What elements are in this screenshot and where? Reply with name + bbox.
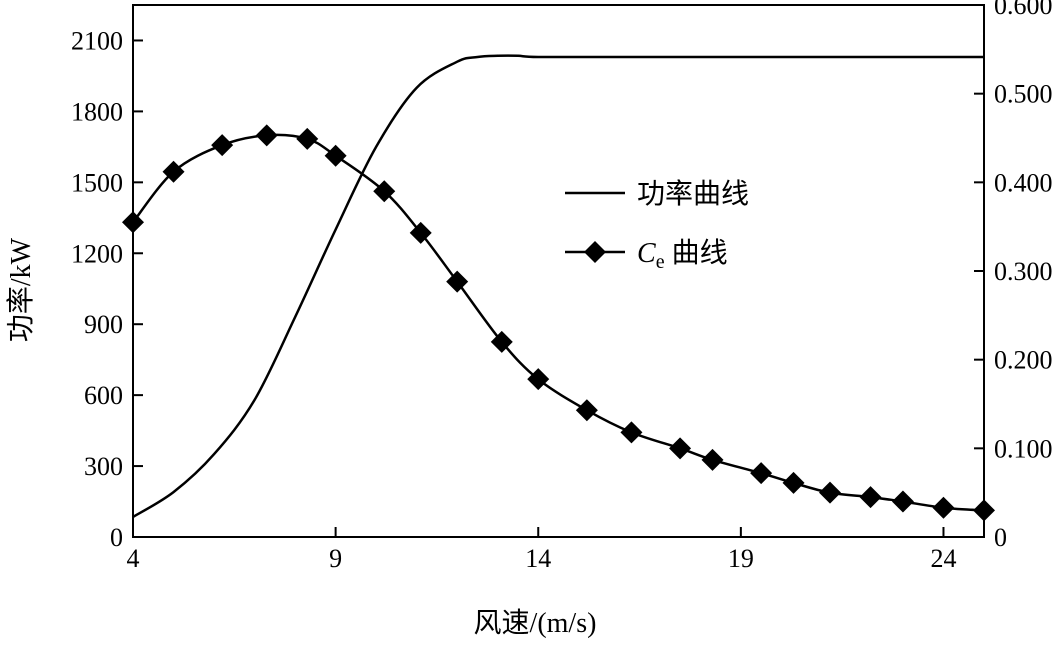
ce-curve-point bbox=[669, 437, 692, 460]
ce-curve-point bbox=[409, 221, 432, 244]
legend-ce-label: Ce 曲线 bbox=[637, 237, 728, 273]
x-tick-label: 4 bbox=[127, 544, 140, 573]
ce-curve-point bbox=[527, 368, 550, 391]
y-left-tick-label: 2100 bbox=[71, 26, 123, 55]
ce-curve-point bbox=[211, 134, 234, 157]
power-curve-line bbox=[132, 54, 984, 518]
ce-curve-point bbox=[932, 496, 955, 519]
ce-curve-point bbox=[819, 481, 842, 504]
y-axis-title: 功率/kW bbox=[5, 237, 37, 342]
y-left-tick-label: 300 bbox=[84, 452, 123, 481]
ce-curve-point bbox=[701, 448, 724, 471]
ce-curve-point bbox=[122, 211, 144, 234]
ce-curve-point bbox=[575, 399, 598, 422]
ce-curve-point bbox=[891, 490, 914, 513]
ce-curve-point bbox=[446, 270, 469, 293]
series bbox=[122, 54, 995, 522]
plot-frame bbox=[132, 4, 985, 538]
ce-curve-point bbox=[162, 160, 185, 183]
ce-curve-point bbox=[255, 124, 278, 147]
y-left-tick-label: 1800 bbox=[71, 97, 123, 126]
axes bbox=[132, 4, 985, 538]
legend-power-label: 功率曲线 bbox=[637, 178, 749, 210]
y-right-tick-label: 0.600 bbox=[994, 0, 1053, 20]
y-right-tick-label: 0.500 bbox=[994, 80, 1053, 109]
y-right-tick-label: 0 bbox=[994, 523, 1007, 552]
ce-curve-point bbox=[750, 462, 773, 485]
ce-curve-point bbox=[859, 486, 882, 509]
y-left-tick-label: 900 bbox=[84, 310, 123, 339]
legend: 功率曲线 Ce 曲线 bbox=[565, 178, 749, 273]
x-tick-label: 9 bbox=[329, 544, 342, 573]
y-right-tick-label: 0.200 bbox=[994, 346, 1053, 375]
y-left-tick-label: 600 bbox=[84, 381, 123, 410]
x-tick-label: 14 bbox=[525, 544, 551, 573]
x-tick-label: 19 bbox=[728, 544, 754, 573]
y-right-tick-label: 0.100 bbox=[994, 434, 1053, 463]
legend-ce-marker bbox=[584, 241, 606, 263]
ticks: 4 9 14 19 24 0 300 600 900 1200 1500 1800 2100 0 0.100… bbox=[71, 0, 1053, 573]
y-right-tick-label: 0.400 bbox=[994, 168, 1053, 197]
x-tick-label: 24 bbox=[930, 544, 956, 573]
ce-curve-point bbox=[973, 499, 995, 522]
ce-curve-point bbox=[296, 127, 319, 150]
y-left-tick-label: 0 bbox=[110, 523, 123, 552]
x-axis-title: 风速/(m/s) bbox=[474, 608, 597, 639]
y-left-tick-label: 1500 bbox=[71, 168, 123, 197]
ce-curve-point bbox=[490, 330, 513, 353]
ce-curve-point bbox=[620, 421, 643, 444]
y-right-tick-label: 0.300 bbox=[994, 257, 1053, 286]
ce-curve-point bbox=[373, 180, 396, 203]
ce-curve-point bbox=[782, 471, 805, 494]
ce-curve-point bbox=[324, 144, 347, 167]
y-left-tick-label: 1200 bbox=[71, 239, 123, 268]
ce-curve-line bbox=[132, 133, 985, 512]
